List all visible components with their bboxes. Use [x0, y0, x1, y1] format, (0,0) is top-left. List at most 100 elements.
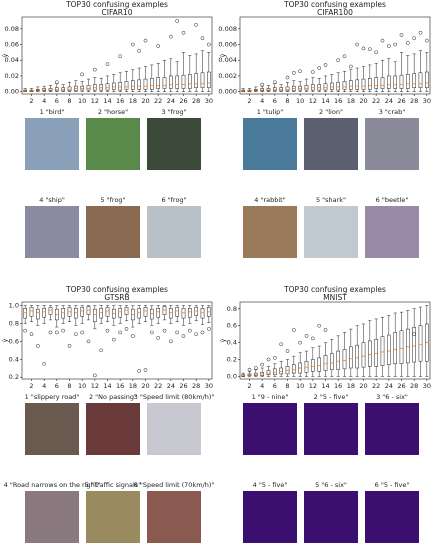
x-tick-label: 22 [154, 97, 162, 105]
example-caption: 6 "5 - five" [375, 481, 410, 489]
flier [181, 30, 186, 35]
chart-title: TOP30 confusing examples [283, 285, 386, 294]
flier [118, 330, 123, 335]
flier [405, 41, 410, 45]
x-tick-label: 24 [167, 97, 175, 105]
box [124, 81, 129, 90]
example-caption: 1 "9 - nine" [252, 393, 289, 401]
x-tick-label: 4 [260, 97, 264, 105]
box [349, 80, 353, 90]
box [150, 78, 154, 90]
box [399, 74, 404, 89]
x-tick-label: 10 [78, 97, 86, 105]
box [137, 308, 141, 319]
box [368, 78, 372, 90]
example-caption: 5 "frog" [100, 196, 125, 204]
x-tick-label: 6 [273, 97, 277, 105]
box [393, 332, 398, 365]
x-tick-label: 30 [423, 382, 431, 390]
box [380, 336, 385, 366]
x-tick-label: 6 [273, 382, 277, 390]
x-tick-label: 16 [334, 97, 342, 105]
chart-subtitle: CIFAR100 [317, 8, 353, 17]
flier [291, 70, 296, 75]
box [99, 308, 104, 319]
x-tick-label: 8 [67, 97, 71, 105]
flier [399, 33, 404, 37]
flier [393, 42, 398, 47]
x-tick-label: 28 [192, 97, 200, 105]
y-tick-label: 0.2 [9, 373, 19, 381]
chart-subtitle: CIFAR10 [102, 8, 133, 17]
flier [380, 38, 385, 43]
box [42, 308, 46, 318]
flier [111, 337, 116, 342]
x-tick-label: 26 [397, 97, 405, 105]
box [355, 79, 360, 90]
box [162, 77, 167, 89]
x-tick-label: 4 [42, 97, 46, 105]
x-tick-label: 12 [309, 97, 317, 105]
y-tick-label: 0.8 [227, 305, 237, 313]
x-tick-label: 14 [103, 382, 111, 390]
x-tick-label: 24 [385, 382, 393, 390]
flier [67, 344, 72, 348]
x-tick-label: 18 [347, 97, 355, 105]
box [143, 307, 148, 317]
flier [105, 328, 110, 333]
example-image [25, 118, 79, 170]
example-caption: 5 "Traffic signals" [85, 481, 141, 489]
flier [54, 80, 59, 85]
x-tick-label: 28 [410, 97, 418, 105]
flier [418, 30, 423, 35]
box [118, 81, 123, 91]
box [29, 307, 34, 317]
flier [200, 36, 205, 41]
box [112, 82, 116, 90]
box [80, 307, 85, 317]
y-tick-label: 0.08 [5, 25, 19, 33]
x-tick-label: 22 [154, 382, 162, 390]
flier [367, 47, 372, 52]
box [118, 308, 123, 318]
box [387, 75, 391, 89]
flier [310, 70, 315, 74]
x-tick-label: 22 [372, 97, 380, 105]
flier [272, 80, 277, 85]
x-tick-label: 24 [167, 382, 175, 390]
x-tick-label: 18 [347, 382, 355, 390]
x-tick-label: 2 [247, 382, 251, 390]
flier [317, 323, 322, 328]
box [254, 372, 258, 376]
box [336, 81, 341, 91]
box [181, 74, 186, 89]
box [361, 342, 366, 368]
y-tick-label: 0.6 [9, 337, 19, 345]
flier [54, 330, 59, 335]
y-tick-label: 0.0 [227, 372, 237, 380]
x-tick-label: 18 [129, 382, 137, 390]
flier [323, 63, 328, 67]
x-tick-label: 14 [103, 97, 111, 105]
y-axis-label: ŷ [1, 338, 9, 342]
y-tick-label: 0.004 [218, 56, 237, 64]
x-tick-label: 6 [55, 382, 59, 390]
example-caption: 4 "5 - five" [253, 481, 288, 489]
example-caption: 6 "frog" [161, 196, 186, 204]
box [393, 75, 398, 89]
box [93, 308, 97, 322]
flier [260, 82, 265, 87]
flier [156, 335, 161, 340]
y-tick-label: 0.06 [5, 41, 19, 49]
flier [310, 336, 315, 341]
flier [143, 38, 148, 43]
x-tick-label: 12 [91, 382, 99, 390]
flier [156, 44, 161, 48]
y-tick-label: 0.6 [227, 322, 237, 330]
box [355, 344, 360, 369]
x-tick-label: 14 [321, 97, 329, 105]
flier [80, 72, 85, 77]
box [273, 368, 277, 376]
flier [206, 327, 211, 331]
